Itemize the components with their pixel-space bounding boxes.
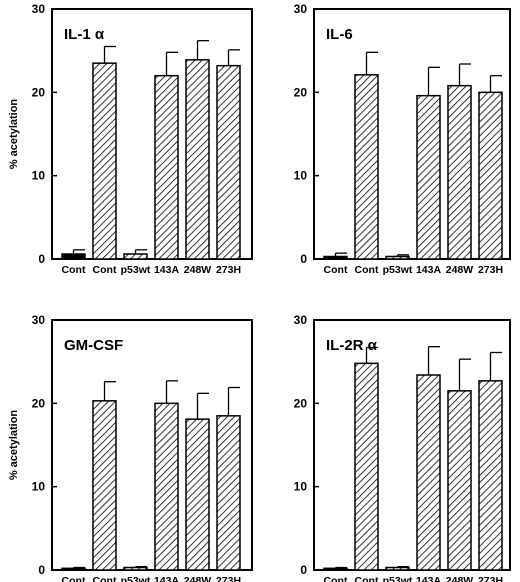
category-label: Cont [62, 264, 86, 276]
category-label: Cont [324, 264, 348, 276]
bar-248w-5 [447, 390, 472, 571]
bar-p53wt-3 [385, 566, 410, 571]
bar-248w-5 [185, 59, 210, 260]
plot-frame [313, 8, 511, 260]
y-tick-label: 30 [294, 313, 308, 327]
category-label: Cont [324, 575, 348, 582]
bar-273h-6 [216, 415, 241, 571]
y-axis-label: % acetylation [8, 99, 20, 170]
category-label: 273H [478, 575, 503, 582]
category-label: 273H [216, 575, 241, 582]
y-tick-label: 0 [300, 563, 307, 577]
category-label: 273H [478, 264, 503, 276]
bar-cont-1 [61, 567, 86, 571]
y-tick-label: 20 [32, 85, 46, 99]
category-label: Cont [355, 264, 379, 276]
category-label: 273H [216, 264, 241, 276]
category-label: Cont [355, 575, 379, 582]
bar-248w-5 [447, 84, 472, 260]
bar-248w-5 [185, 418, 210, 571]
category-label: p53wt [121, 264, 151, 276]
y-tick-label: 30 [294, 2, 308, 16]
bar-273h-6 [216, 64, 241, 260]
bar-p53wt-3 [123, 566, 148, 571]
chart-panel-1: 0 10 20 30 % acetylation IL-1 α Cont Cont p53wt 1… [8, 2, 253, 276]
y-tick-label: 30 [32, 313, 46, 327]
category-label: p53wt [121, 575, 151, 582]
y-tick-label: 30 [32, 2, 46, 16]
y-tick-label: 0 [300, 252, 307, 266]
y-tick-label: 10 [294, 480, 308, 494]
bar-cont-1 [61, 253, 86, 260]
bar-p53wt-3 [123, 253, 148, 260]
chart-panel-4: 0 10 20 30 IL-2R α Cont Cont p53wt 143A 248W 273H [294, 313, 511, 582]
y-tick-label: 20 [32, 396, 46, 410]
y-tick-label: 20 [294, 396, 308, 410]
category-label: 248W [184, 575, 212, 582]
y-tick-label: 10 [32, 480, 46, 494]
panel-title: GM-CSF [64, 337, 123, 354]
panel-title: IL-2R α [326, 337, 378, 354]
bar-cont-2 [92, 400, 117, 571]
plot-frame [313, 319, 511, 571]
chart-panel-2: 0 10 20 30 IL-6 Cont Cont p53wt 143A 248W 273H [294, 2, 511, 276]
bar-143a-4 [416, 94, 441, 260]
category-label: 143A [416, 575, 442, 582]
category-label: Cont [62, 575, 86, 582]
y-tick-label: 0 [38, 563, 45, 577]
bar-273h-6 [478, 380, 503, 571]
category-label: 248W [184, 264, 212, 276]
y-tick-label: 20 [294, 85, 308, 99]
y-axis-label: % acetylation [8, 410, 20, 481]
bar-cont-2 [92, 62, 117, 260]
category-label: 143A [416, 264, 442, 276]
category-label: Cont [93, 575, 117, 582]
category-label: 248W [446, 575, 474, 582]
panel-title: IL-1 α [64, 26, 105, 43]
bar-cont-1 [323, 567, 348, 571]
plot-frame [51, 8, 253, 260]
category-label: 248W [446, 264, 474, 276]
bar-p53wt-3 [385, 255, 410, 260]
bar-143a-4 [416, 374, 441, 571]
panel-title: IL-6 [326, 26, 353, 43]
bar-cont-1 [323, 255, 348, 260]
category-label: 143A [154, 264, 180, 276]
bar-143a-4 [154, 74, 179, 260]
bar-cont-2 [354, 362, 379, 571]
category-label: p53wt [383, 264, 413, 276]
bar-143a-4 [154, 402, 179, 571]
plot-frame [51, 319, 253, 571]
category-label: Cont [93, 264, 117, 276]
bar-273h-6 [478, 91, 503, 260]
y-tick-label: 10 [32, 169, 46, 183]
category-label: p53wt [383, 575, 413, 582]
chart-panel-3: 0 10 20 30 % acetylation GM-CSF Cont Cont p53wt 1… [8, 313, 253, 582]
y-tick-label: 10 [294, 169, 308, 183]
bar-cont-2 [354, 74, 379, 260]
y-tick-label: 0 [38, 252, 45, 266]
category-label: 143A [154, 575, 180, 582]
